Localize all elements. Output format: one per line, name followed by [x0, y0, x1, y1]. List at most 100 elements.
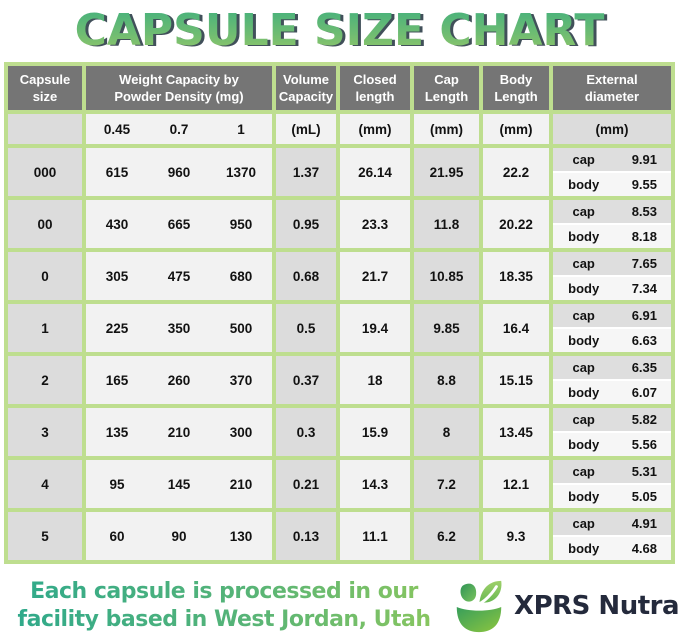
ext-cap-value: 8.53: [631, 204, 657, 219]
ext-cap-row: cap 9.91: [553, 148, 671, 171]
density-value: 0.7: [169, 121, 189, 137]
cap-length-cell: 21.95: [414, 148, 479, 196]
weight-value: 260: [167, 372, 191, 388]
weight-value: 210: [167, 424, 191, 440]
ext-cap-value: 9.91: [631, 152, 657, 167]
body-length-cell: 16.4: [483, 304, 549, 352]
ext-cap-label: cap: [572, 308, 595, 323]
ext-body-row: body 5.05: [553, 485, 671, 508]
ext-body-value: 5.05: [631, 489, 657, 504]
ext-body-row: body 4.68: [553, 537, 671, 560]
cap-length-cell: 10.85: [414, 252, 479, 300]
weight-value: 135: [105, 424, 129, 440]
logo-leaf-left: [460, 583, 477, 602]
weight-capacity-cell: 225 350 500: [86, 304, 272, 352]
ext-body-label: body: [568, 177, 600, 192]
weight-value: 350: [167, 320, 191, 336]
footer-note-line2: facility based in West Jordan, Utah: [17, 607, 431, 632]
weight-capacity-cell: 135 210 300: [86, 408, 272, 456]
density-value: 0.45: [103, 121, 131, 137]
volume-capacity-cell: 0.13: [276, 512, 336, 560]
ext-body-label: body: [568, 281, 600, 296]
footer-note-line1: Each capsule is processed in our: [30, 579, 418, 604]
weight-value: 680: [229, 268, 253, 284]
ext-cap-label: cap: [572, 256, 595, 271]
ext-body-value: 6.07: [631, 385, 657, 400]
ext-cap-row: cap 5.31: [553, 460, 671, 483]
ext-cap-value: 6.91: [631, 308, 657, 323]
weight-value: 165: [105, 372, 129, 388]
volume-capacity-cell: 0.5: [276, 304, 336, 352]
ext-body-row: body 5.56: [553, 433, 671, 456]
subheader-cap-unit: (mm): [414, 114, 479, 144]
subheader-densities: 0.45 0.7 1: [86, 114, 272, 144]
ext-body-label: body: [568, 437, 600, 452]
body-length-cell: 12.1: [483, 460, 549, 508]
ext-body-value: 5.56: [631, 437, 657, 452]
footer: Each capsule is processed in our facilit…: [0, 568, 679, 640]
closed-length-cell: 26.14: [340, 148, 410, 196]
col-header-label: Cap: [434, 72, 459, 87]
ext-cap-label: cap: [572, 204, 595, 219]
subheader-body-unit: (mm): [483, 114, 549, 144]
ext-cap-value: 4.91: [631, 516, 657, 531]
capsule-size-cell: 1: [8, 304, 82, 352]
weight-value: 95: [109, 476, 125, 492]
col-header-label: diameter: [584, 89, 640, 104]
ext-cap-value: 7.65: [631, 256, 657, 271]
ext-body-value: 7.34: [631, 281, 657, 296]
weight-value: 475: [167, 268, 191, 284]
capsule-size-cell: 00: [8, 200, 82, 248]
col-header-label: Length: [494, 89, 538, 104]
closed-length-cell: 14.3: [340, 460, 410, 508]
weight-value: 1370: [225, 164, 257, 180]
ext-body-label: body: [568, 489, 600, 504]
footer-note: Each capsule is processed in our facilit…: [0, 578, 448, 634]
external-diameter-cell: cap 9.91 body 9.55: [553, 148, 671, 196]
weight-capacity-cell: 60 90 130: [86, 512, 272, 560]
external-diameter-cell: cap 4.91 body 4.68: [553, 512, 671, 560]
weight-value: 130: [229, 528, 253, 544]
ext-cap-label: cap: [572, 360, 595, 375]
ext-body-label: body: [568, 333, 600, 348]
ext-cap-label: cap: [572, 152, 595, 167]
ext-cap-row: cap 4.91: [553, 512, 671, 535]
capsule-size-cell: 2: [8, 356, 82, 404]
leaf-bowl-icon: [456, 580, 502, 633]
weight-capacity-cell: 430 665 950: [86, 200, 272, 248]
cap-length-cell: 8.8: [414, 356, 479, 404]
weight-value: 960: [167, 164, 191, 180]
external-diameter-cell: cap 6.91 body 6.63: [553, 304, 671, 352]
brand-name: XPRS Nutra: [514, 591, 679, 621]
closed-length-cell: 21.7: [340, 252, 410, 300]
ext-cap-label: cap: [572, 412, 595, 427]
col-header-cap-length: Cap Length: [414, 66, 479, 110]
weight-capacity-cell: 165 260 370: [86, 356, 272, 404]
weight-capacity-cell: 95 145 210: [86, 460, 272, 508]
col-header-label: Volume: [283, 72, 329, 87]
volume-capacity-cell: 0.3: [276, 408, 336, 456]
weight-capacity-cell: 305 475 680: [86, 252, 272, 300]
capsule-size-table: Capsule size Weight Capacity by Powder De…: [4, 62, 675, 564]
ext-body-value: 4.68: [631, 541, 657, 556]
weight-value: 210: [229, 476, 253, 492]
col-header-closed-length: Closed length: [340, 66, 410, 110]
logo-stem: [469, 585, 498, 609]
body-length-cell: 20.22: [483, 200, 549, 248]
col-header-weight-capacity: Weight Capacity by Powder Density (mg): [86, 66, 272, 110]
ext-body-row: body 9.55: [553, 173, 671, 196]
ext-cap-row: cap 8.53: [553, 200, 671, 223]
ext-body-label: body: [568, 229, 600, 244]
ext-body-value: 8.18: [631, 229, 657, 244]
ext-cap-label: cap: [572, 464, 595, 479]
ext-body-value: 9.55: [631, 177, 657, 192]
closed-length-cell: 19.4: [340, 304, 410, 352]
col-header-label: Body: [499, 72, 533, 87]
weight-value: 665: [167, 216, 191, 232]
weight-value: 950: [229, 216, 253, 232]
closed-length-cell: 18: [340, 356, 410, 404]
weight-value: 60: [109, 528, 125, 544]
ext-cap-row: cap 6.35: [553, 356, 671, 379]
external-diameter-cell: cap 5.82 body 5.56: [553, 408, 671, 456]
